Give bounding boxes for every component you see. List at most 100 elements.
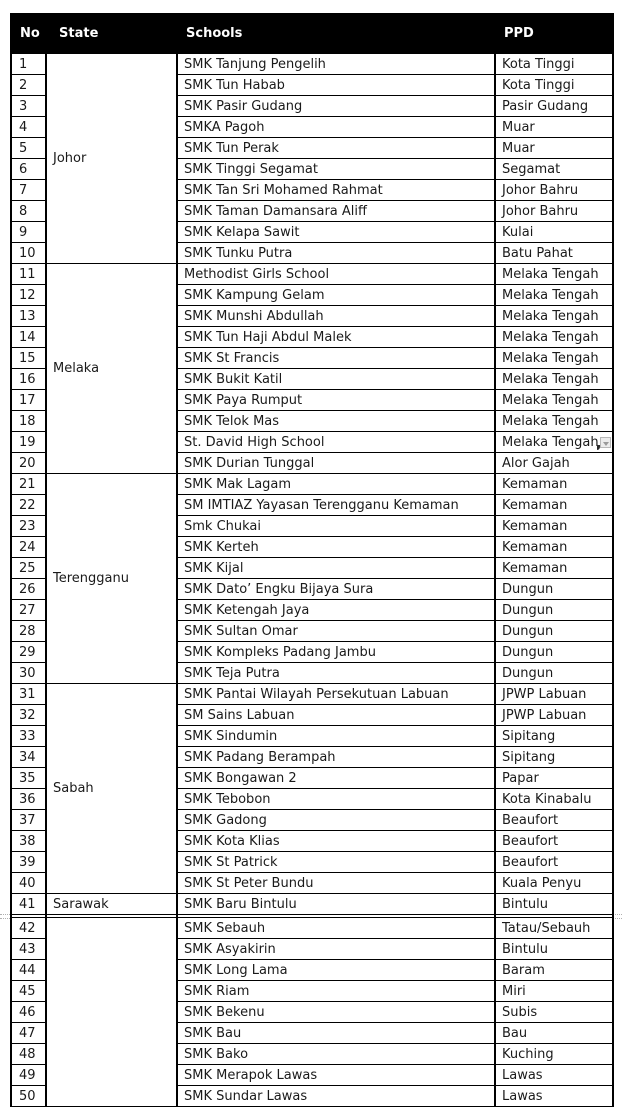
state-cell [45, 917, 178, 1107]
school-cell: SMK Merapok Lawas [176, 1064, 496, 1086]
school-cell: SMK Dato’ Engku Bijaya Sura [176, 578, 496, 600]
row-number-cell: 10 [10, 242, 47, 264]
ppd-text: Beaufort [502, 812, 559, 828]
ppd-cell: Baram [494, 959, 614, 981]
ppd-cell: Melaka Tengah [494, 263, 614, 285]
row-number-cell: 30 [10, 662, 47, 684]
school-cell: SMK Kota Klias [176, 830, 496, 852]
row-number-cell: 42 [10, 917, 47, 939]
row-number-cell: 47 [10, 1022, 47, 1044]
ppd-text: Kemaman [502, 560, 568, 576]
table-row: 30 SMK Teja Putra Dungun [10, 662, 614, 684]
table-row: 45 SMK Riam Miri [10, 980, 614, 1002]
ppd-cell: Kuching [494, 1043, 614, 1065]
ppd-text: Baram [502, 962, 545, 978]
ppd-text: Johor Bahru [502, 203, 579, 219]
ppd-text: Pasir Gudang [502, 98, 589, 114]
ppd-cell: Tatau/Sebauh [494, 917, 614, 939]
state-cell: Terengganu [45, 473, 178, 684]
row-number-cell: 9 [10, 221, 47, 243]
row-number-cell: 45 [10, 980, 47, 1002]
row-number-cell: 4 [10, 116, 47, 138]
table-header: No State Schools PPD [10, 13, 614, 54]
ppd-cell: Dungun [494, 662, 614, 684]
row-number-cell: 15 [10, 347, 47, 369]
ppd-text: Sipitang [502, 728, 556, 744]
school-cell: SMK Kampung Gelam [176, 284, 496, 306]
row-number-cell: 20 [10, 452, 47, 474]
ppd-text: Kota Tinggi [502, 77, 575, 93]
school-cell: SMK Kerteh [176, 536, 496, 558]
row-number-cell: 28 [10, 620, 47, 642]
table-row: 28 SMK Sultan Omar Dungun [10, 620, 614, 642]
header-row: No State Schools PPD [10, 13, 614, 54]
ppd-cell: Melaka Tengah [494, 326, 614, 348]
ppd-cell: Melaka Tengah [494, 389, 614, 411]
state-cell: Sarawak [45, 893, 178, 915]
autocorrect-options-icon[interactable] [597, 437, 611, 450]
ppd-text: Melaka Tengah [502, 287, 599, 303]
table-row: 23 Smk Chukai Kemaman [10, 515, 614, 537]
table-row: 1 Johor SMK Tanjung Pengelih Kota Tinggi [10, 52, 614, 264]
school-cell: SMK Sebauh [176, 917, 496, 939]
ppd-text: Kuching [502, 1046, 554, 1062]
schools-table-container: No State Schools PPD 1 Johor SMK Tanjung P… [10, 13, 614, 1107]
school-cell: SMK Baru Bintulu [176, 893, 496, 915]
school-cell: SM Sains Labuan [176, 704, 496, 726]
ppd-text: Batu Pahat [502, 245, 573, 261]
school-cell: SMK Sultan Omar [176, 620, 496, 642]
table-row: 48 SMK Bako Kuching [10, 1043, 614, 1065]
ppd-cell: Sipitang [494, 725, 614, 747]
school-cell: SMK St Francis [176, 347, 496, 369]
school-cell: SMK Tebobon [176, 788, 496, 810]
ppd-text: Melaka Tengah [502, 434, 599, 450]
schools-table: No State Schools PPD 1 Johor SMK Tanjung P… [10, 13, 614, 1107]
ppd-text: Muar [502, 119, 535, 135]
ppd-text: Dungun [502, 623, 554, 639]
table-row: 12 SMK Kampung Gelam Melaka Tengah [10, 284, 614, 306]
row-number-cell: 16 [10, 368, 47, 390]
school-cell: SMK Padang Berampah [176, 746, 496, 768]
ppd-cell: Pasir Gudang [494, 95, 614, 117]
school-cell: SMK St Patrick [176, 851, 496, 873]
ppd-cell: Dungun [494, 620, 614, 642]
table-row: 42 SMK Sebauh Tatau/Sebauh [10, 917, 614, 1107]
ppd-text: Melaka Tengah [502, 371, 599, 387]
row-number-cell: 32 [10, 704, 47, 726]
row-number-cell: 49 [10, 1064, 47, 1086]
table-row: 9 SMK Kelapa Sawit Kulai [10, 221, 614, 243]
school-cell: SMK Tanjung Pengelih [176, 52, 496, 75]
table-row: 18 SMK Telok Mas Melaka Tengah [10, 410, 614, 432]
ppd-text: Tatau/Sebauh [502, 920, 591, 936]
row-number-cell: 6 [10, 158, 47, 180]
ppd-text: Melaka Tengah [502, 413, 599, 429]
ppd-text: Kulai [502, 224, 534, 240]
row-number-cell: 48 [10, 1043, 47, 1065]
school-cell: SMK Munshi Abdullah [176, 305, 496, 327]
ppd-cell: Kota Kinabalu [494, 788, 614, 810]
school-cell: SMK Tun Habab [176, 74, 496, 96]
row-number-cell: 11 [10, 263, 47, 285]
column-header-schools: Schools [176, 13, 496, 54]
school-cell: SMK Tan Sri Mohamed Rahmat [176, 179, 496, 201]
ppd-cell: JPWP Labuan [494, 704, 614, 726]
table-row: 27 SMK Ketengah Jaya Dungun [10, 599, 614, 621]
table-row: 43 SMK Asyakirin Bintulu [10, 938, 614, 960]
state-cell: Sabah [45, 683, 178, 894]
row-number-cell: 50 [10, 1085, 47, 1107]
row-number-cell: 3 [10, 95, 47, 117]
table-row: 3 SMK Pasir Gudang Pasir Gudang [10, 95, 614, 117]
ppd-text: Lawas [502, 1067, 543, 1083]
table-row: 31 Sabah SMK Pantai Wilayah Persekutuan La… [10, 683, 614, 894]
school-cell: SMK Gadong [176, 809, 496, 831]
state-cell: Johor [45, 52, 178, 264]
table-row: 19 St. David High School Melaka Tengah [10, 431, 614, 453]
table-row: 39 SMK St Patrick Beaufort [10, 851, 614, 873]
school-cell: SMK Kijal [176, 557, 496, 579]
ppd-cell: Dungun [494, 578, 614, 600]
ppd-text: Bintulu [502, 896, 548, 912]
school-cell: SMK Kompleks Padang Jambu [176, 641, 496, 663]
school-cell: SMK Mak Lagam [176, 473, 496, 495]
school-cell: SMK Tun Perak [176, 137, 496, 159]
ppd-text: JPWP Labuan [502, 686, 587, 702]
